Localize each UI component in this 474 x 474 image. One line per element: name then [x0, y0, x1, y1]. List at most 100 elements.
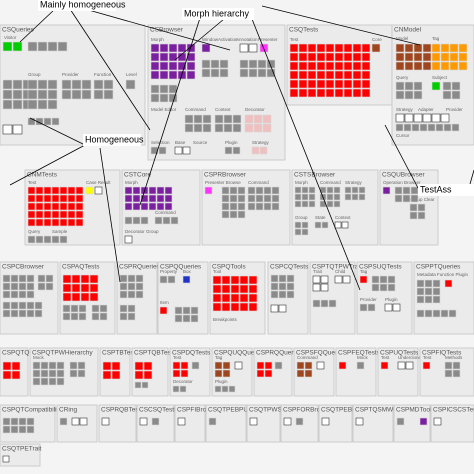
- package-name: CSPCBrowser: [2, 264, 45, 271]
- class-cell: [371, 283, 380, 292]
- annotation: Morph hierarchy: [184, 8, 250, 18]
- class-cell: [263, 186, 272, 195]
- class-cell: [214, 114, 224, 124]
- class-cell: [156, 186, 165, 195]
- class-cell: [81, 89, 92, 100]
- class-cell: [201, 68, 211, 78]
- class-cell: [51, 194, 60, 203]
- class-cell: [221, 202, 230, 211]
- class-cell: [57, 41, 68, 52]
- class-cell: [307, 52, 317, 62]
- class-cell: [214, 369, 223, 378]
- class-cell: [387, 283, 396, 292]
- class-cell: [219, 68, 229, 78]
- class-cell: [70, 312, 79, 321]
- class-cell: [361, 70, 371, 80]
- class-cell: [164, 202, 173, 211]
- class-cell: [43, 186, 52, 195]
- class-cell: [251, 146, 260, 155]
- class-cell: [127, 304, 136, 313]
- class-cell: [232, 114, 242, 124]
- class-cell: [316, 70, 326, 80]
- class-cell: [247, 194, 256, 203]
- class-cell: [298, 52, 308, 62]
- class-cell: [452, 361, 461, 370]
- class-cell: [219, 59, 229, 69]
- class-cell: [2, 99, 13, 110]
- class-cell: [159, 43, 169, 53]
- package-name: CNModel: [394, 27, 422, 34]
- package-name: CSPSFQQueries: [296, 350, 346, 357]
- class-cell: [289, 52, 299, 62]
- group-label: Breakpoints: [213, 317, 238, 322]
- class-cell: [255, 194, 264, 203]
- package: [377, 347, 419, 397]
- group-label: Core: [372, 37, 382, 42]
- class-cell: [316, 43, 326, 53]
- class-cell: [253, 123, 263, 133]
- package-name: CNMTests: [27, 172, 58, 179]
- class-cell: [2, 301, 11, 310]
- class-cell: [402, 194, 411, 203]
- class-cell: [125, 79, 136, 90]
- class-cell: [45, 274, 54, 283]
- class-cell: [119, 312, 128, 321]
- package-name: CSTSBrowser: [294, 172, 336, 179]
- class-cell: [223, 114, 233, 124]
- class-cell: [221, 302, 231, 312]
- class-cell: [343, 88, 353, 98]
- class-cell: [244, 114, 254, 124]
- class-cell: [47, 79, 58, 90]
- class-cell: [127, 282, 136, 291]
- class-cell: [134, 361, 144, 371]
- class-cell: [296, 361, 305, 370]
- class-cell: [255, 186, 264, 195]
- class-cell: [395, 81, 405, 91]
- package-name: CSPAQTests: [62, 264, 100, 271]
- class-cell: [210, 68, 220, 78]
- class-cell: [442, 81, 452, 91]
- class-cell: [264, 361, 273, 370]
- class-cell: [312, 299, 321, 308]
- class-cell: [18, 309, 27, 318]
- class-cell: [402, 186, 411, 195]
- class-cell: [35, 117, 44, 126]
- class-cell: [298, 61, 308, 71]
- class-cell: [140, 194, 149, 203]
- class-cell: [237, 202, 246, 211]
- class-cell: [35, 218, 44, 227]
- class-cell: [298, 43, 308, 53]
- class-cell: [18, 425, 27, 434]
- class-cell: [27, 202, 36, 211]
- class-cell: [444, 369, 453, 378]
- annotation: TestAss: [420, 184, 452, 194]
- class-cell: [154, 216, 163, 225]
- class-cell: [164, 186, 173, 195]
- class-cell: [172, 361, 181, 370]
- group-label: Presenter Browse: [205, 180, 241, 185]
- class-cell: [230, 302, 240, 312]
- class-cell: [150, 70, 160, 80]
- class-cell: [150, 93, 160, 103]
- package-name: CSQTPETrait: [2, 446, 42, 453]
- class-cell: [35, 186, 44, 195]
- class-cell: [307, 88, 317, 98]
- class-cell: [124, 194, 133, 203]
- class-cell: [127, 290, 136, 299]
- class-cell: [212, 302, 222, 312]
- class-cell: [172, 369, 181, 378]
- class-cell: [224, 146, 233, 155]
- class-cell: [325, 52, 335, 62]
- class-cell: [190, 306, 199, 315]
- class-cell: [326, 200, 334, 208]
- class-cell: [230, 284, 240, 294]
- class-cell: [343, 52, 353, 62]
- class-cell: [259, 43, 269, 53]
- class-cell: [440, 43, 450, 53]
- package-name: CSBrowser: [150, 27, 184, 34]
- class-cell: [77, 369, 86, 378]
- class-cell: [237, 210, 246, 219]
- class-cell: [139, 417, 148, 426]
- class-cell: [167, 275, 176, 284]
- class-cell: [229, 194, 238, 203]
